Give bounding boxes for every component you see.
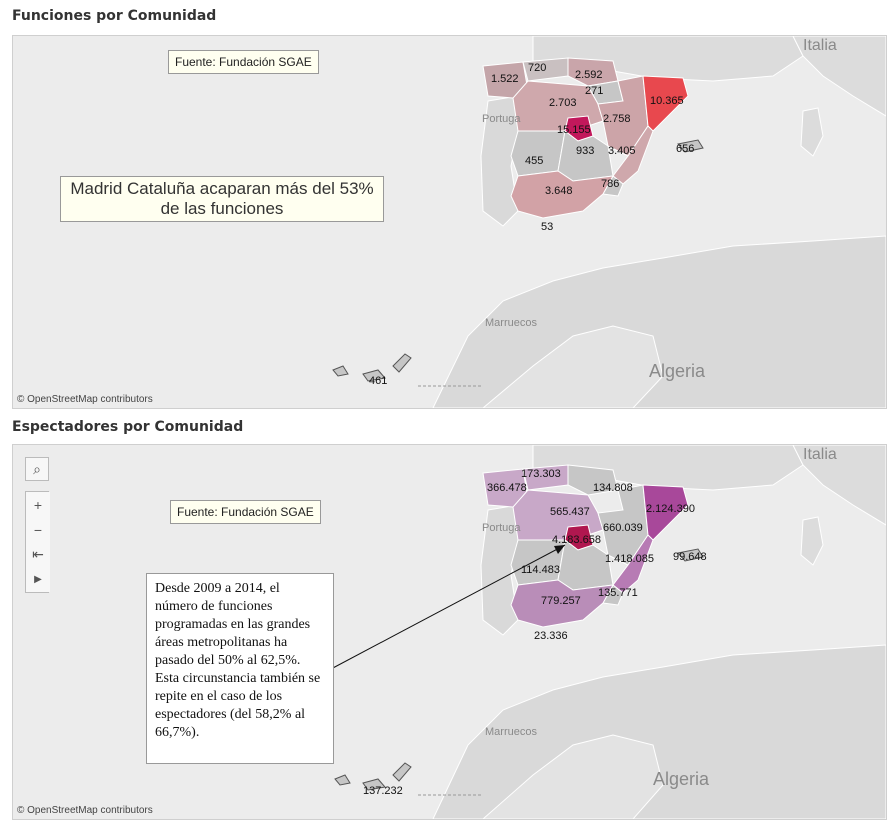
- place-portugal: Portuga: [482, 113, 521, 125]
- region-canarias-3: [392, 353, 412, 373]
- label-murcia: 135.771: [598, 587, 638, 599]
- label-galicia: 366.478: [487, 482, 527, 494]
- zoom-in-button[interactable]: +: [26, 492, 50, 517]
- map-toolbar: ⌕ + − ⇤ ▶: [25, 457, 50, 593]
- funciones-headline: Madrid Cataluña acaparan más del 53% de …: [60, 176, 384, 222]
- espectadores-note: Desde 2009 a 2014, el número de funcione…: [146, 573, 334, 764]
- label-andalucia: 779.257: [541, 595, 581, 607]
- espectadores-map[interactable]: Italia Portuga Marruecos Algeria 366.478…: [12, 444, 887, 820]
- place-marruecos: Marruecos: [485, 726, 537, 738]
- label-asturias: 720: [528, 62, 546, 74]
- label-baleares: 656: [676, 143, 694, 155]
- italy-landmass: [792, 36, 886, 117]
- region-canarias[interactable]: [332, 365, 349, 377]
- region-canarias-2: [362, 369, 386, 382]
- region-andalucia[interactable]: [510, 170, 614, 219]
- funciones-title: Funciones por Comunidad: [12, 8, 217, 24]
- region-baleares[interactable]: [677, 139, 704, 153]
- sardinia-island: [800, 107, 824, 157]
- label-valencia: 1.418.085: [605, 553, 654, 565]
- espectadores-map-canvas: Italia Portuga Marruecos Algeria 366.478…: [13, 445, 886, 819]
- place-algeria: Algeria: [649, 361, 706, 381]
- label-aragon: 660.039: [603, 522, 643, 534]
- label-navarra: 271: [585, 85, 603, 97]
- region-canarias-2: [362, 778, 386, 791]
- label-extremadura: 114.483: [521, 564, 560, 576]
- espectadores-title: Espectadores por Comunidad: [12, 419, 244, 435]
- place-marruecos: Marruecos: [485, 317, 537, 329]
- label-cataluna: 2.124.390: [646, 503, 695, 515]
- label-extremadura: 455: [525, 155, 543, 167]
- label-ceuta: 23.336: [534, 630, 568, 642]
- region-canarias-3: [392, 762, 412, 782]
- algeria-region: [482, 325, 664, 408]
- minus-icon: −: [33, 521, 43, 538]
- funciones-map-canvas: Italia Portuga Marruecos Algeria 1.522 7…: [13, 36, 886, 408]
- search-button[interactable]: ⌕: [25, 457, 49, 481]
- annotation-arrowhead: [554, 545, 565, 554]
- place-italia: Italia: [803, 37, 837, 54]
- place-algeria: Algeria: [653, 769, 710, 789]
- reset-view-button[interactable]: ⇤: [26, 542, 50, 567]
- sardinia-island: [800, 516, 824, 566]
- label-castilla-leon: 565.437: [550, 506, 590, 518]
- label-galicia: 1.522: [491, 73, 519, 85]
- pin-icon: ⇤: [32, 546, 44, 562]
- funciones-attribution: © OpenStreetMap contributors: [17, 394, 153, 405]
- espectadores-attribution: © OpenStreetMap contributors: [17, 805, 153, 816]
- map-controls: + − ⇤ ▶: [25, 491, 50, 593]
- label-canarias: 461: [369, 375, 387, 387]
- label-pais-vasco: 2.592: [575, 69, 603, 81]
- label-madrid: 15.155: [557, 124, 591, 136]
- place-portugal: Portuga: [482, 522, 521, 534]
- label-baleares: 99.648: [673, 551, 707, 563]
- region-andalucia[interactable]: [510, 579, 614, 628]
- region-extremadura[interactable]: [510, 130, 566, 177]
- italy-landmass: [792, 445, 886, 526]
- label-cataluna: 10.365: [650, 95, 684, 107]
- algeria-region: [482, 734, 664, 819]
- annotation-arrow: [330, 544, 566, 670]
- search-icon: ⌕: [33, 460, 41, 477]
- label-aragon: 2.758: [603, 113, 631, 125]
- label-castilla-la-mancha: 933: [576, 145, 594, 157]
- region-canarias[interactable]: [334, 774, 351, 786]
- label-valencia: 3.405: [608, 145, 636, 157]
- region-baleares[interactable]: [677, 548, 704, 562]
- label-madrid: 4.183.658: [552, 534, 601, 546]
- place-italia: Italia: [803, 446, 837, 463]
- label-pais-vasco: 134.808: [593, 482, 633, 494]
- region-pais-vasco[interactable]: [567, 464, 619, 496]
- label-ceuta: 53: [541, 221, 553, 233]
- expand-toolbar-button[interactable]: ▶: [26, 567, 50, 592]
- espectadores-source-box: Fuente: Fundación SGAE: [170, 500, 321, 524]
- funciones-source-box: Fuente: Fundación SGAE: [168, 50, 319, 74]
- label-murcia: 786: [601, 178, 619, 190]
- zoom-out-button[interactable]: −: [26, 517, 50, 542]
- label-canarias: 137.232: [363, 785, 403, 797]
- funciones-map[interactable]: Italia Portuga Marruecos Algeria 1.522 7…: [12, 35, 887, 409]
- plus-icon: +: [33, 496, 43, 513]
- play-icon: ▶: [34, 574, 42, 585]
- label-asturias: 173.303: [521, 468, 561, 480]
- label-andalucia: 3.648: [545, 185, 573, 197]
- label-castilla-leon: 2.703: [549, 97, 577, 109]
